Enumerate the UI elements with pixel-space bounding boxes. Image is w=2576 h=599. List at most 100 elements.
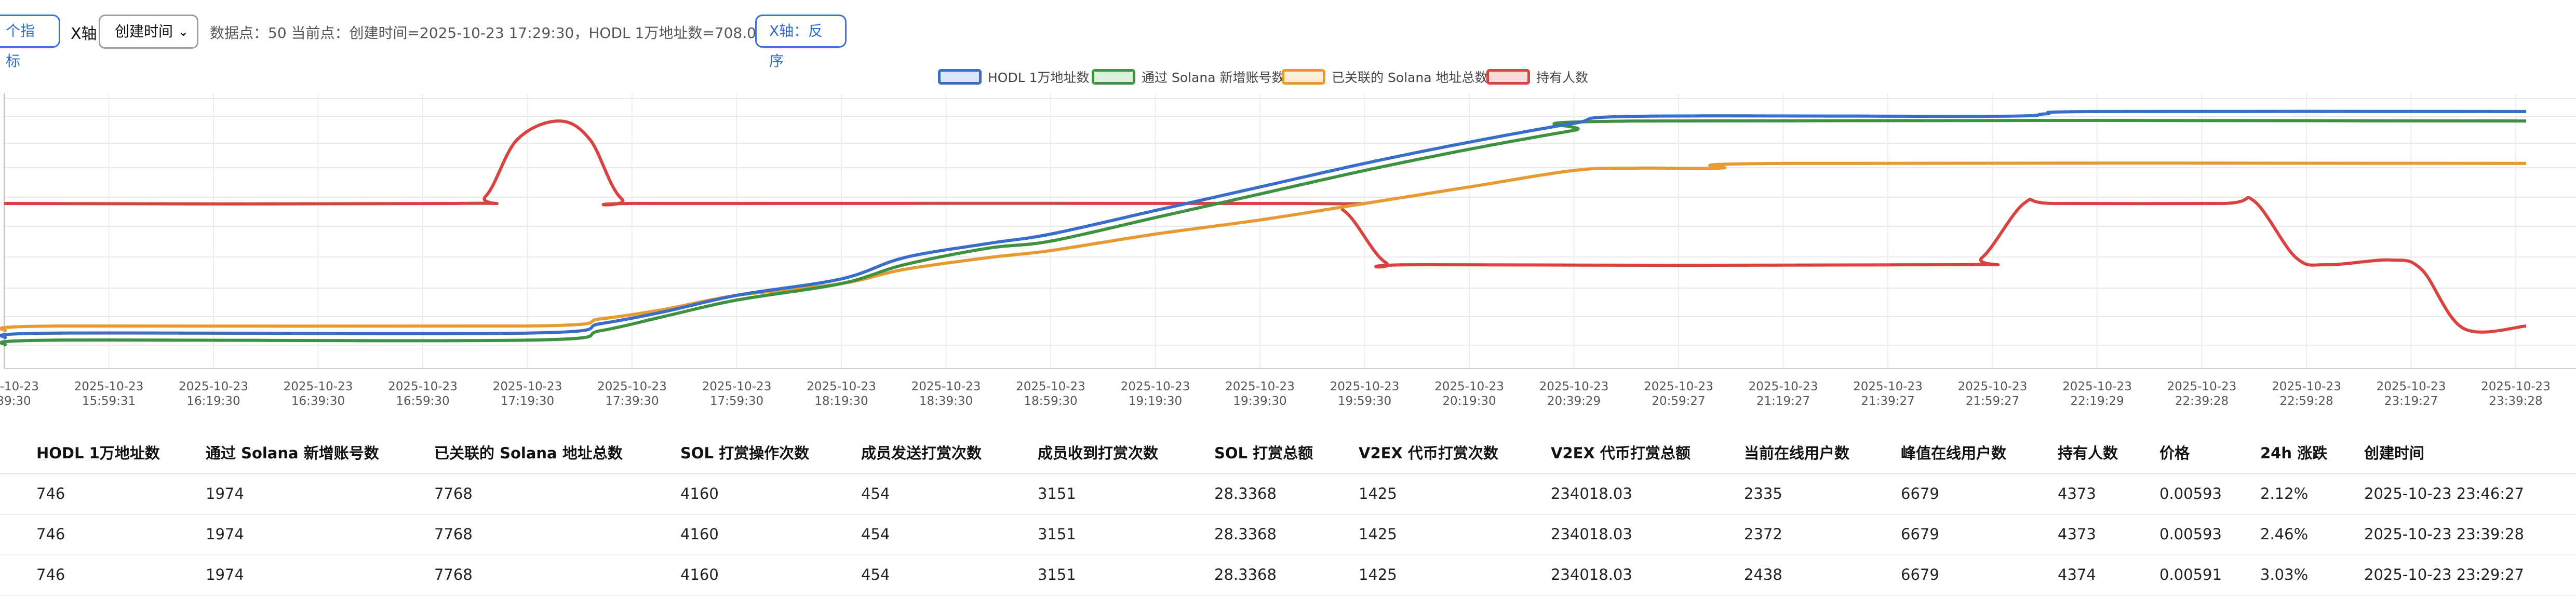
x-tick-label: 2025-10-23 16:39:30 xyxy=(284,380,353,408)
column-header: 价格 xyxy=(2159,444,2190,462)
table-cell: 3151 xyxy=(1038,525,1076,543)
legend-label: 已关联的 Solana 地址总数 xyxy=(1332,70,1488,85)
column-header: SOL 打赏总额 xyxy=(1214,444,1313,462)
x-tick-label: 2025-10-23 22:59:28 xyxy=(2272,380,2341,408)
table-cell: 454 xyxy=(861,485,890,502)
table-cell: 6679 xyxy=(1901,566,1939,583)
x-tick-label: 2025-10-23 20:39:29 xyxy=(1539,380,1609,408)
x-tick-label: 2025-10-23 16:19:30 xyxy=(179,380,248,408)
table-cell: 1974 xyxy=(206,566,244,583)
x-tick-label: 2025-10-23 21:39:27 xyxy=(1853,380,1923,408)
table-cell: 234018.03 xyxy=(1551,485,1632,502)
table-cell: 28.3368 xyxy=(1214,566,1277,583)
column-header: HODL 1万地址数 xyxy=(36,444,160,462)
table-cell: 1425 xyxy=(1359,525,1397,543)
x-tick-label: 2025-10-23 18:39:30 xyxy=(911,380,981,408)
column-header: 当前在线用户数 xyxy=(1744,444,1850,462)
table-cell: 0.00591 xyxy=(2159,566,2222,583)
legend-swatch xyxy=(1486,69,1530,85)
series-line xyxy=(0,110,2527,339)
table-cell: 0.00593 xyxy=(2159,525,2222,543)
table-row[interactable]: 746 1974 7768 4160 454 3151 28.3368 1425 234018.… xyxy=(0,514,2576,555)
table-cell: 2025-10-23 23:29:27 xyxy=(2364,566,2524,583)
table-cell: 6679 xyxy=(1901,525,1939,543)
x-tick-label: 2025-10-23 22:19:29 xyxy=(2062,380,2132,408)
table-cell: 4373 xyxy=(2058,525,2096,543)
table-cell: 746 xyxy=(36,525,65,543)
table-cell: 454 xyxy=(861,525,890,543)
table-cell: 2.46% xyxy=(2260,525,2309,543)
x-tick-label: 2025-10-23 16:59:30 xyxy=(388,380,458,408)
column-header: 峰值在线用户数 xyxy=(1901,444,2007,462)
table-cell: 3.03% xyxy=(2260,566,2309,583)
column-header: 成员收到打赏次数 xyxy=(1038,444,1159,462)
table-row[interactable]: 746 1974 7768 4160 454 3151 28.3368 1425 234018.… xyxy=(0,554,2576,596)
x-tick-label: 2025-10-23 17:39:30 xyxy=(597,380,667,408)
table-cell: 1425 xyxy=(1359,485,1397,502)
table-cell: 2.12% xyxy=(2260,485,2309,502)
table-cell: 2025-10-23 23:46:27 xyxy=(2364,485,2524,502)
x-tick-label: 2025-10-23 18:59:30 xyxy=(1016,380,1085,408)
table-cell: 6679 xyxy=(1901,485,1939,502)
table-cell: 2372 xyxy=(1744,525,1782,543)
toolbar: 个指标 X轴 创建时间 ⌄ 数据点：50 当前点：创建时间=2025-10-23… xyxy=(0,12,2576,70)
column-header: 成员发送打赏次数 xyxy=(861,444,982,462)
table-cell: 7768 xyxy=(434,525,473,543)
table-cell: 4160 xyxy=(680,485,719,502)
table-cell: 234018.03 xyxy=(1551,566,1632,583)
series-line xyxy=(4,119,2527,334)
x-tick-label: 2025-10-23 21:59:27 xyxy=(1958,380,2028,408)
table-cell: 2335 xyxy=(1744,485,1782,502)
legend-label: HODL 1万地址数 xyxy=(988,70,1090,85)
x-tick-label: 2025-10-23 19:39:30 xyxy=(1225,380,1295,408)
x-tick-label: 2025-10-23 22:39:28 xyxy=(2167,380,2237,408)
x-tick-label: 2025-10-23 23:39:28 xyxy=(2481,380,2551,408)
x-tick-label: 2025-10-23 23:19:27 xyxy=(2377,380,2446,408)
x-tick-label: 2025-10-23 20:19:30 xyxy=(1434,380,1504,408)
column-header: V2EX 代币打赏次数 xyxy=(1359,444,1498,462)
legend-swatch xyxy=(1282,69,1325,85)
table-cell: 4373 xyxy=(2058,485,2096,502)
table-header-row: HODL 1万地址数 通过 Solana 新增账号数 已关联的 Solana 地址总… xyxy=(0,433,2576,474)
table-cell: 7768 xyxy=(434,566,473,583)
column-header: V2EX 代币打赏总额 xyxy=(1551,444,1691,462)
column-header: 通过 Solana 新增账号数 xyxy=(206,444,379,462)
table-cell: 4160 xyxy=(680,525,719,543)
metrics-button[interactable]: 个指标 xyxy=(0,15,60,70)
status-text: 数据点：50 当前点：创建时间=2025-10-23 17:29:30，HODL… xyxy=(210,24,766,42)
column-header: 已关联的 Solana 地址总数 xyxy=(434,444,623,462)
table-cell: 746 xyxy=(36,485,65,502)
legend-item[interactable]: HODL 1万地址数 xyxy=(938,67,1090,88)
legend-label: 通过 Solana 新增账号数 xyxy=(1142,70,1285,85)
table-cell: 1974 xyxy=(206,485,244,502)
reverse-xaxis-button[interactable]: X轴：反序 xyxy=(755,15,847,70)
legend-item[interactable]: 已关联的 Solana 地址总数 xyxy=(1282,67,1488,88)
table-cell: 3151 xyxy=(1038,485,1076,502)
table-cell: 746 xyxy=(36,566,65,583)
legend-swatch xyxy=(938,69,982,85)
x-tick-label: 2025-10-23 18:19:30 xyxy=(807,380,876,408)
legend-item[interactable]: 持有人数 xyxy=(1486,67,1588,88)
column-header: 持有人数 xyxy=(2058,444,2118,462)
table-cell: 234018.03 xyxy=(1551,525,1632,543)
legend-label: 持有人数 xyxy=(1536,70,1589,85)
x-tick-label: 2025-10-23 19:59:30 xyxy=(1330,380,1400,408)
x-tick-label: 2025-10-23 20:59:27 xyxy=(1644,380,1713,408)
x-tick-label: 2025-10-23 19:19:30 xyxy=(1121,380,1190,408)
table-cell: 0.00593 xyxy=(2159,485,2222,502)
legend-item[interactable]: 通过 Solana 新增账号数 xyxy=(1092,67,1285,88)
chart-legend: HODL 1万地址数 通过 Solana 新增账号数 已关联的 Solana 地址总… xyxy=(0,67,2576,88)
xaxis-select-value: 创建时间 xyxy=(115,23,173,40)
table-row[interactable]: 746 1974 7768 4160 454 3151 28.3368 1425 234018.… xyxy=(0,473,2576,515)
table-cell: 7768 xyxy=(434,485,473,502)
table-cell: 454 xyxy=(861,566,890,583)
x-tick-label: 2025-10-23 17:59:30 xyxy=(702,380,772,408)
column-header: 创建时间 xyxy=(2364,444,2425,462)
column-header: 24h 涨跌 xyxy=(2260,444,2328,462)
xaxis-select[interactable]: 创建时间 ⌄ xyxy=(99,15,198,49)
table-cell: 2438 xyxy=(1744,566,1782,583)
table-cell: 2025-10-23 23:39:28 xyxy=(2364,525,2524,543)
chevron-down-icon: ⌄ xyxy=(178,24,189,39)
